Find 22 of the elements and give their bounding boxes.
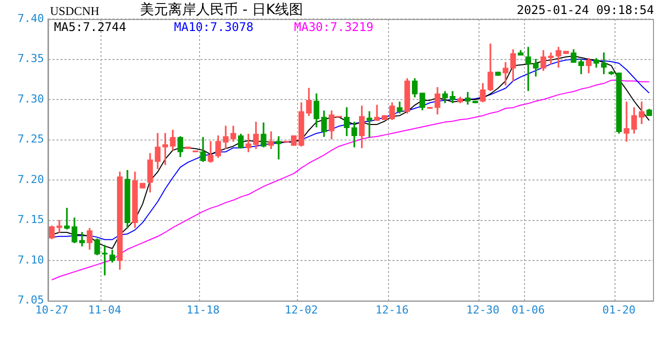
chart-subtitle: 2025-01-24 09:18:54 <box>516 3 654 17</box>
x-tick-label: 12-16 <box>376 303 409 316</box>
chart-title: 美元离岸人民币 - 日K线图 <box>140 1 304 19</box>
y-tick-label: 7.30 <box>18 92 44 106</box>
y-tick-label: 7.15 <box>18 213 44 226</box>
x-tick-label: 01-20 <box>602 303 636 316</box>
x-tick-label: 01-06 <box>512 303 545 316</box>
x-tick-label: 12-02 <box>284 303 318 316</box>
x-tick-label: 11-18 <box>186 303 220 316</box>
text: MA5:7.2744 <box>54 20 126 34</box>
y-tick-label: 7.25 <box>18 132 44 146</box>
y-tick-label: 7.35 <box>18 52 44 66</box>
x-tick-label: 11-04 <box>88 303 122 316</box>
x-tick-label: 12-30 <box>466 303 500 316</box>
y-tick-label: 7.10 <box>18 253 44 266</box>
y-axis-title: USDCNH <box>50 4 100 19</box>
text: MA30:7.3219 <box>294 20 374 34</box>
y-tick-label: 7.20 <box>18 172 44 186</box>
y-tick-label: 7.40 <box>18 12 44 25</box>
candlestick <box>624 102 630 142</box>
candlestick <box>502 62 508 86</box>
text: MA10:7.3078 <box>174 20 254 34</box>
